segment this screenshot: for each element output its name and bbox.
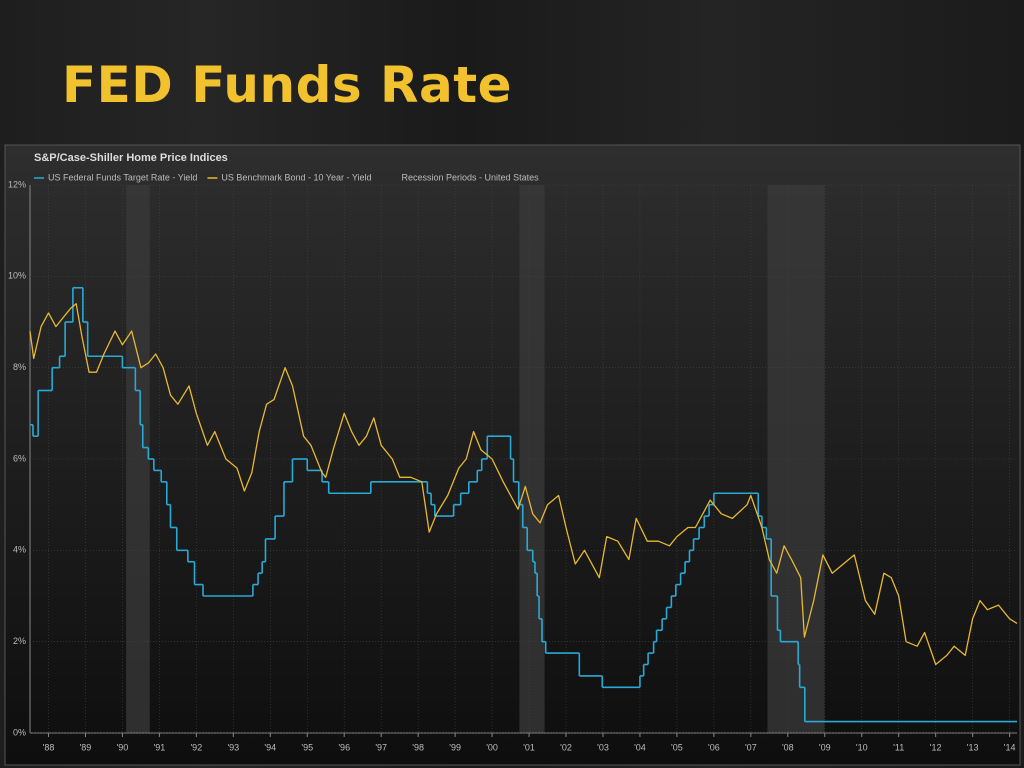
slide-title: FED Funds Rate bbox=[62, 56, 513, 114]
x-tick-label: '14 bbox=[1004, 742, 1016, 752]
x-tick-label: '05 bbox=[671, 742, 683, 752]
x-tick-label: '90 bbox=[117, 742, 129, 752]
y-tick-label: 12% bbox=[8, 179, 26, 189]
x-tick-label: '97 bbox=[375, 742, 387, 752]
x-tick-label: '04 bbox=[634, 742, 646, 752]
x-tick-label: '01 bbox=[523, 742, 535, 752]
x-tick-label: '96 bbox=[338, 742, 350, 752]
data-layer bbox=[29, 286, 1018, 723]
x-tick-label: '94 bbox=[264, 742, 276, 752]
x-tick-label: '88 bbox=[43, 742, 55, 752]
legend-label: Recession Periods - United States bbox=[402, 172, 540, 182]
x-tick-label: '93 bbox=[227, 742, 239, 752]
x-tick-label: '12 bbox=[930, 742, 942, 752]
x-tick-label: '03 bbox=[597, 742, 609, 752]
y-tick-label: 2% bbox=[13, 636, 26, 646]
x-tick-label: '08 bbox=[782, 742, 794, 752]
x-tick-label: '92 bbox=[190, 742, 202, 752]
y-tick-label: 6% bbox=[13, 453, 26, 463]
legend-label: US Benchmark Bond - 10 Year - Yield bbox=[221, 172, 371, 182]
chart-title: S&P/Case-Shiller Home Price Indices bbox=[34, 152, 228, 164]
chart-panel bbox=[4, 144, 1021, 766]
y-tick-label: 0% bbox=[13, 727, 26, 737]
y-tick-label: 10% bbox=[8, 271, 26, 281]
x-tick-label: '13 bbox=[967, 742, 979, 752]
x-tick-label: '98 bbox=[412, 742, 424, 752]
label-layer: 0% 2% 4% 6% 8% 10% 12% '88 '89 '90 '91 '92 '93 '94 '95… bbox=[8, 172, 1015, 752]
x-tick-label: '89 bbox=[80, 742, 92, 752]
grid-layer bbox=[29, 184, 1017, 737]
x-tick-label: '91 bbox=[154, 742, 166, 752]
x-tick-label: '11 bbox=[893, 742, 904, 752]
x-tick-label: '10 bbox=[856, 742, 868, 752]
y-tick-label: 4% bbox=[13, 545, 26, 555]
yield-line bbox=[29, 303, 1018, 666]
legend-label: US Federal Funds Target Rate - Yield bbox=[48, 172, 197, 182]
x-tick-label: '99 bbox=[449, 742, 461, 752]
x-tick-label: '07 bbox=[745, 742, 757, 752]
y-tick-label: 8% bbox=[13, 362, 26, 372]
x-tick-label: '00 bbox=[486, 742, 498, 752]
x-tick-label: '02 bbox=[560, 742, 572, 752]
x-tick-label: '09 bbox=[819, 742, 831, 752]
x-tick-label: '06 bbox=[708, 742, 720, 752]
recession-band bbox=[126, 185, 150, 733]
x-tick-label: '95 bbox=[301, 742, 313, 752]
